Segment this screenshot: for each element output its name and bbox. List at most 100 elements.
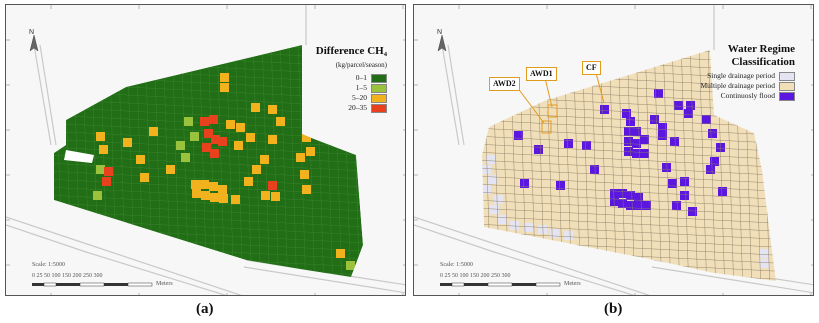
legend-item-label: Multiple drainage period [700,81,775,90]
legend-item-label: 0–1 [355,73,367,82]
legend-swatch [371,83,387,93]
parcel-cell [209,115,218,124]
parcel-cell [640,135,649,144]
parcel-cell [626,201,635,210]
parcel-cell [252,165,261,174]
parcel-cell [220,83,229,92]
non-field-notch [64,150,94,163]
parcel-cell [209,182,218,191]
parcel-cell [102,177,111,186]
parcel-cell [246,133,255,142]
parcel-cell [486,155,495,164]
north-label-b: N [437,29,443,36]
scale-bar-a [32,282,153,287]
parcel-cell [534,145,543,154]
parcel-cell [302,185,311,194]
parcel-cell [760,259,769,268]
parcel-cell [688,207,697,216]
parcel-cell [268,181,277,190]
parcel-cell [564,139,573,148]
parcel-cell [251,103,260,112]
parcel-cell [524,223,533,232]
caption-a: (a) [196,301,214,317]
parcel-cell [181,153,190,162]
legend-subtitle-a: (kg/parcel/season) [335,61,387,69]
parcel-cell [210,193,219,202]
parcel-cell [490,205,499,214]
legend-title-b-line2: Classification [731,56,795,68]
legend-title-a: Difference CH₄ [315,45,387,57]
parcel-cell [260,155,269,164]
parcel-cell [626,117,635,126]
parcel-cell [582,141,591,150]
parcel-cell [662,163,671,172]
parcel-cell [166,165,175,174]
parcel-cell [482,185,491,194]
parcel-cell [710,157,719,166]
legend-item: 5–20 [352,93,387,103]
parcel-cell [296,153,305,162]
parcel-cell [96,132,105,141]
parcel-cell [618,189,627,198]
parcel-cell [261,191,270,200]
parcel-cell [550,229,559,238]
map-panel-a: N Difference CH₄ (kg/parcel/season) 0–1 1… [5,4,406,296]
north-arrow-icon [29,34,39,52]
parcel-cell [702,115,711,124]
parcel-cell [204,129,213,138]
parcel-cell [520,179,529,188]
parcel-cell [632,127,641,136]
scale-bar-b [440,282,561,287]
map-panel-b: N Water Regime Classification Single dra… [413,4,814,296]
field-area-a [54,45,363,277]
parcel-cell [624,127,633,136]
parcel-cell [192,189,201,198]
map-a-canvas [6,5,405,295]
parcel-cell [93,191,102,200]
legend-title-b: Water Regime [727,43,795,55]
legend-item-label: Continuosly flood [720,91,775,100]
legend-item: Single drainage period [707,71,795,81]
parcel-cell [686,101,695,110]
parcel-cell [684,109,693,118]
parcel-cell [634,193,643,202]
parcel-cell [626,191,635,200]
legend-item: Continuosly flood [720,91,795,101]
parcel-cell [200,117,209,126]
callout-leaders [516,72,605,134]
map-b-canvas [414,5,813,295]
scale-ticks-b: 0 25 50 100 150 200 250 300 [440,273,511,279]
parcel-cell [201,191,210,200]
parcel-cell [306,147,315,156]
parcel-cell [632,139,641,148]
north-arrow-icon [437,34,447,52]
parcel-cell [674,101,683,110]
parcel-cell [231,195,240,204]
north-label-a: N [29,29,35,36]
legend-item: 20–35 [348,103,387,113]
callout-awd2: AWD2 [489,77,520,91]
parcel-cell [640,149,649,158]
caption-b: (b) [604,301,623,317]
parcel-cell [610,189,619,198]
parcel-cell [668,179,677,188]
callout-awd1: AWD1 [526,67,557,81]
parcel-cell [218,185,227,194]
parcel-cell [149,127,158,136]
parcel-cell [618,199,627,208]
parcel-cell [300,170,309,179]
parcel-cell [219,194,228,203]
legend-item-label: 20–35 [348,103,367,112]
parcel-cell [622,109,631,118]
legend-swatch [779,81,795,91]
parcel-cell [268,105,277,114]
parcel-cell [632,149,641,158]
parcel-cell [600,105,609,114]
parcel-cell [680,177,689,186]
parcel-cell [654,89,663,98]
legend-swatch [371,93,387,103]
parcel-cell [191,180,200,189]
parcel-cell [494,195,503,204]
parcel-cell [670,137,679,146]
parcel-cell [658,131,667,140]
